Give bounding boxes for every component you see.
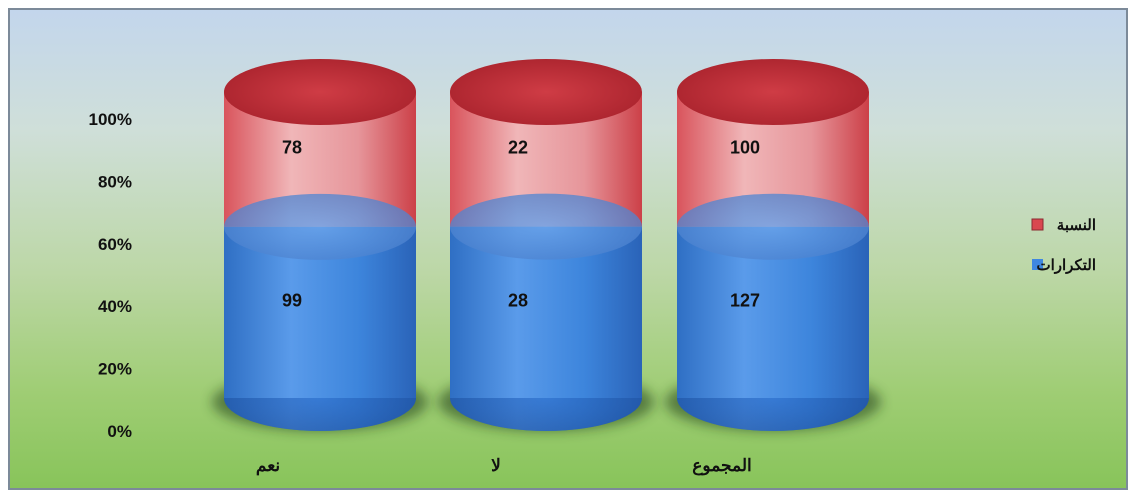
bar-top-ellipse bbox=[677, 59, 869, 125]
bar-top-ellipse bbox=[450, 59, 642, 125]
y-tick-label: 60% bbox=[98, 235, 132, 254]
y-axis: 0% 20% 40% 60% 80% 100% bbox=[89, 110, 132, 441]
legend-swatch bbox=[1032, 259, 1043, 270]
data-label-التكرارات: 28 bbox=[508, 290, 528, 310]
data-label-التكرارات: 127 bbox=[730, 290, 760, 310]
bar-base-front bbox=[450, 365, 642, 431]
bar-base-front bbox=[224, 365, 416, 431]
bar-group: 100 127 bbox=[665, 59, 881, 431]
bar-group: 22 28 bbox=[438, 59, 654, 431]
bar-split-ellipse bbox=[224, 193, 416, 260]
bar-top-ellipse bbox=[224, 59, 416, 125]
y-tick-label: 20% bbox=[98, 360, 132, 379]
bar-group: 78 99 bbox=[212, 59, 428, 431]
data-label-النسبة: 100 bbox=[730, 137, 760, 157]
y-tick-label: 40% bbox=[98, 297, 132, 316]
x-category-label: نعم bbox=[256, 456, 280, 476]
data-label-النسبة: 22 bbox=[508, 137, 528, 157]
bar-split-ellipse bbox=[450, 193, 642, 260]
y-tick-label: 80% bbox=[98, 172, 132, 191]
legend-label: التكرارات bbox=[1036, 257, 1096, 274]
legend-label: النسبة bbox=[1057, 217, 1096, 234]
x-category-label: المجموع bbox=[692, 456, 751, 476]
data-label-النسبة: 78 bbox=[282, 137, 302, 157]
y-tick-label: 0% bbox=[107, 422, 132, 441]
legend-swatch bbox=[1031, 218, 1044, 231]
bar-base-front bbox=[677, 365, 869, 431]
legend: النسبة التكرارات bbox=[1031, 217, 1096, 274]
y-tick-label: 100% bbox=[89, 110, 132, 129]
x-category-label: لا bbox=[491, 456, 501, 475]
data-label-التكرارات: 99 bbox=[282, 290, 302, 310]
cylinder-bars: 78 99 22 28 100 127 bbox=[212, 59, 881, 431]
bar-split-ellipse bbox=[677, 193, 869, 260]
x-axis: نعم لا المجموع bbox=[256, 456, 752, 476]
